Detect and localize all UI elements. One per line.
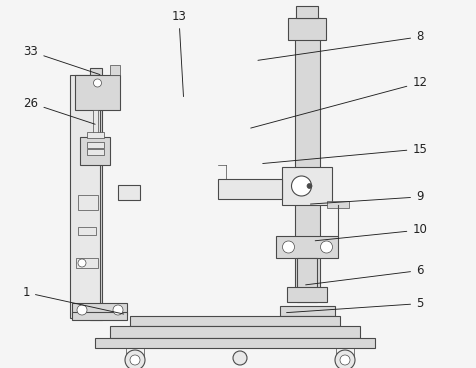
- Bar: [118, 185, 140, 200]
- Bar: [80, 137, 110, 165]
- Bar: [276, 236, 338, 258]
- Bar: [110, 65, 120, 75]
- Text: 26: 26: [23, 96, 95, 124]
- Bar: [70, 75, 100, 318]
- Bar: [78, 227, 96, 235]
- Bar: [93, 110, 98, 137]
- Bar: [78, 195, 98, 210]
- Bar: [75, 75, 120, 110]
- Text: 6: 6: [305, 264, 423, 285]
- Bar: [110, 326, 359, 338]
- Bar: [297, 258, 317, 302]
- Bar: [72, 312, 127, 320]
- Bar: [218, 179, 282, 199]
- Circle shape: [334, 350, 354, 368]
- Circle shape: [77, 305, 87, 315]
- Text: 5: 5: [286, 297, 423, 312]
- Bar: [95, 338, 374, 348]
- Circle shape: [130, 355, 140, 365]
- Circle shape: [320, 241, 332, 253]
- Text: 8: 8: [258, 30, 423, 60]
- Circle shape: [339, 355, 349, 365]
- Bar: [126, 348, 144, 356]
- Circle shape: [113, 305, 123, 315]
- Bar: [87, 149, 104, 155]
- Bar: [287, 287, 327, 302]
- Bar: [296, 6, 318, 18]
- Circle shape: [232, 351, 247, 365]
- Bar: [327, 201, 348, 208]
- Text: 10: 10: [315, 223, 426, 241]
- Text: 33: 33: [24, 45, 99, 75]
- Text: 15: 15: [262, 142, 426, 163]
- Bar: [87, 132, 104, 138]
- Circle shape: [307, 184, 311, 188]
- Circle shape: [282, 241, 294, 253]
- Bar: [76, 258, 98, 268]
- Text: 1: 1: [22, 286, 123, 314]
- Bar: [282, 167, 332, 205]
- Text: 13: 13: [171, 10, 186, 96]
- Bar: [288, 18, 326, 40]
- Circle shape: [125, 350, 145, 368]
- Bar: [72, 303, 127, 315]
- Bar: [90, 68, 102, 320]
- Circle shape: [78, 259, 86, 267]
- Bar: [335, 348, 353, 356]
- Text: 12: 12: [250, 76, 426, 128]
- Text: 9: 9: [310, 190, 423, 204]
- Circle shape: [93, 79, 101, 87]
- Bar: [279, 306, 334, 316]
- Bar: [87, 142, 104, 148]
- Bar: [130, 316, 339, 326]
- Circle shape: [291, 176, 311, 196]
- Bar: [294, 18, 319, 295]
